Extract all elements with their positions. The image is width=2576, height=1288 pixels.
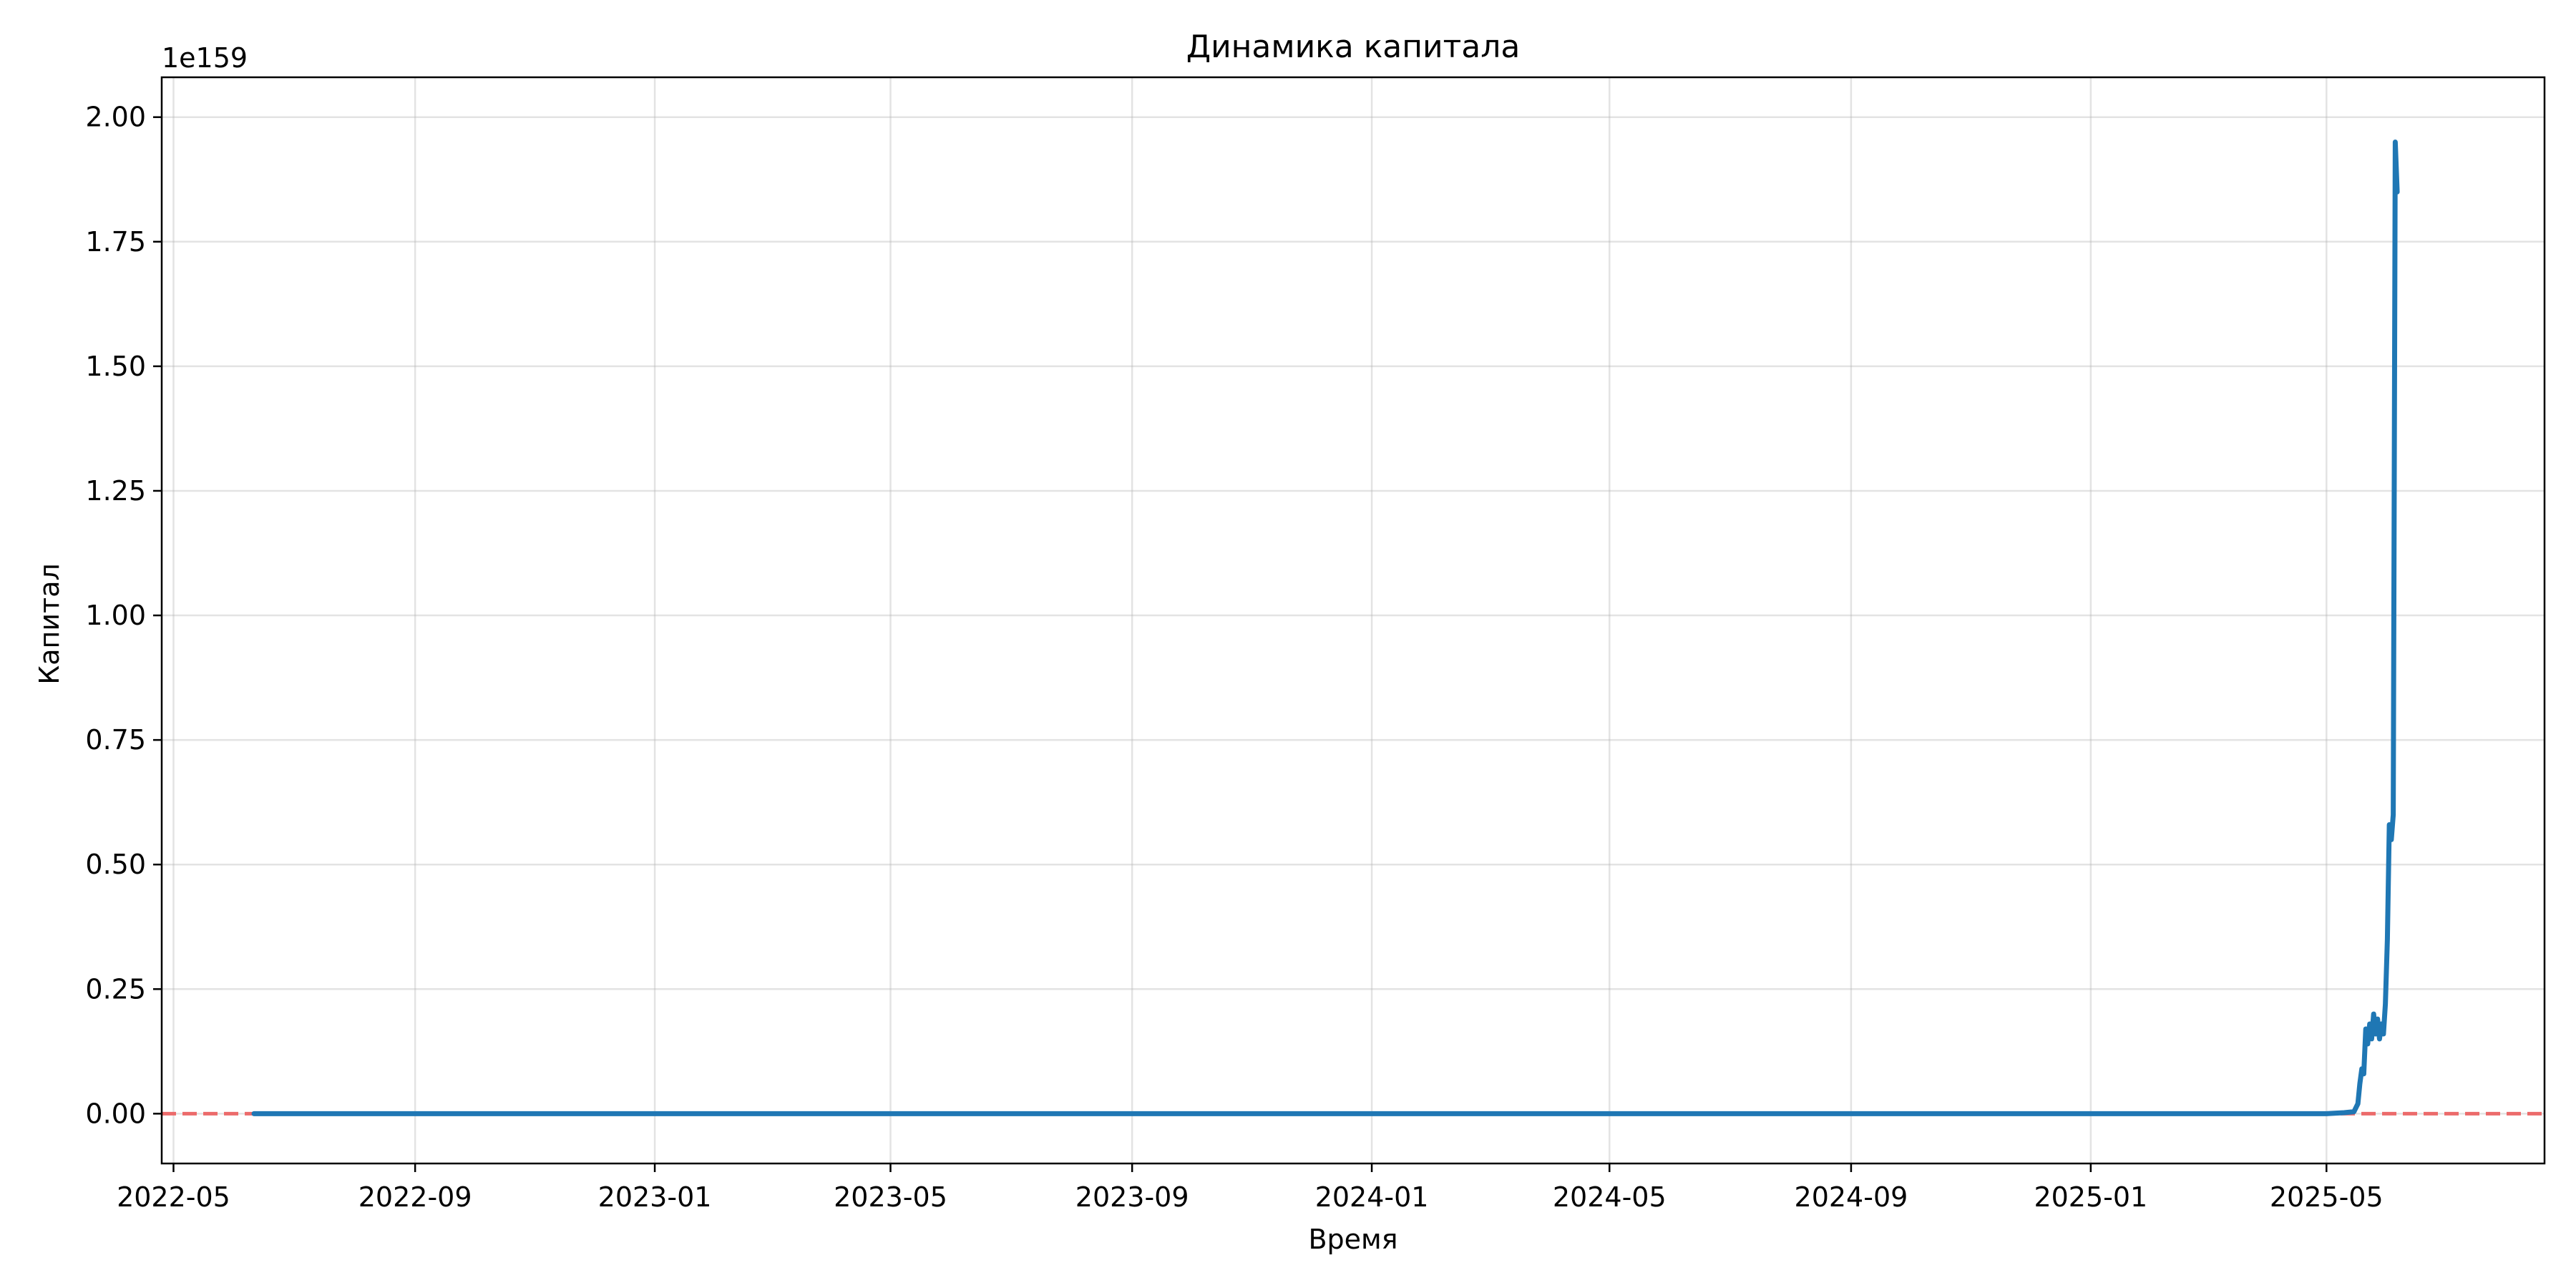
x-tick-label: 2025-01 bbox=[2034, 1181, 2147, 1213]
x-tick-label: 2023-05 bbox=[834, 1181, 947, 1213]
y-tick-label: 1.25 bbox=[85, 475, 146, 507]
y-axis-offset-label: 1e159 bbox=[162, 42, 248, 74]
x-tick-label: 2022-09 bbox=[358, 1181, 472, 1213]
x-axis-ticks: 2022-05 2022-09 2023-01 2023-05 2023-09 2024-… bbox=[117, 1163, 2384, 1213]
y-tick-label: 0.75 bbox=[85, 724, 146, 756]
y-tick-label: 1.50 bbox=[85, 351, 146, 382]
x-tick-label: 2024-09 bbox=[1795, 1181, 1908, 1213]
x-tick-label: 2023-01 bbox=[598, 1181, 712, 1213]
x-tick-label: 2022-05 bbox=[117, 1181, 230, 1213]
y-tick-label: 0.00 bbox=[85, 1098, 146, 1129]
y-tick-label: 0.25 bbox=[85, 973, 146, 1005]
y-axis-ticks: 0.00 0.25 0.50 0.75 1.00 1.25 1.50 1.75 2.00 bbox=[85, 102, 162, 1129]
y-axis-label: Капитал bbox=[34, 563, 65, 685]
y-tick-label: 0.50 bbox=[85, 849, 146, 880]
y-tick-label: 2.00 bbox=[85, 102, 146, 133]
x-tick-label: 2023-09 bbox=[1075, 1181, 1189, 1213]
y-tick-label: 1.00 bbox=[85, 600, 146, 631]
x-axis-label: Время bbox=[1308, 1224, 1397, 1255]
series-lines bbox=[251, 140, 2400, 1116]
x-tick-label: 2025-05 bbox=[2270, 1181, 2384, 1213]
chart-title: Динамика капитала bbox=[1186, 29, 1521, 65]
plot-frame bbox=[160, 76, 2546, 1165]
series-line-0 bbox=[251, 140, 2400, 1116]
x-tick-label: 2024-05 bbox=[1553, 1181, 1667, 1213]
y-tick-label: 1.75 bbox=[85, 226, 146, 258]
x-tick-label: 2024-01 bbox=[1315, 1181, 1429, 1213]
